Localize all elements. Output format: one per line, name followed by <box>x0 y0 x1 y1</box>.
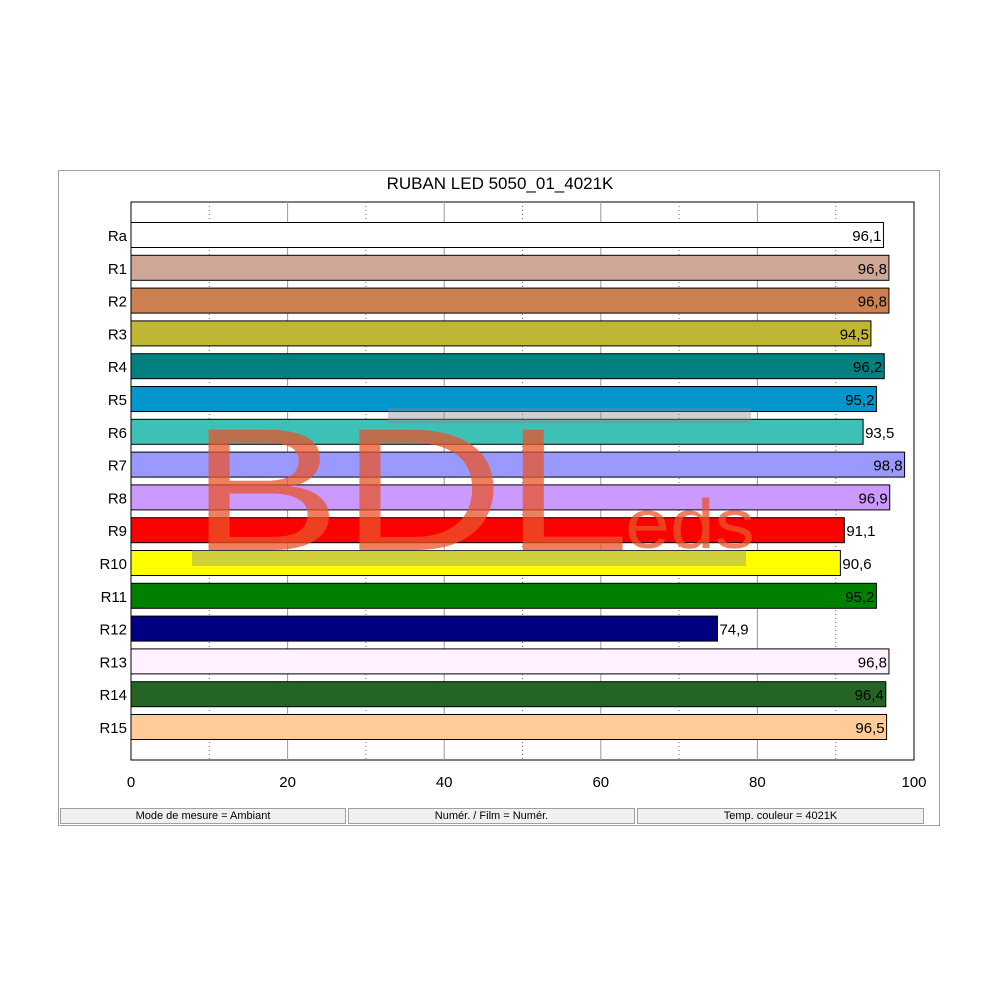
watermark-logo: BDL eds <box>190 393 755 588</box>
category-label-r15: R15 <box>99 720 127 737</box>
status-color-temp: Temp. couleur = 4021K <box>637 808 924 824</box>
category-label-r2: R2 <box>108 294 127 311</box>
category-label-r6: R6 <box>108 425 127 442</box>
bar-r13 <box>130 648 890 675</box>
chart-title: RUBAN LED 5050_01_4021K <box>387 174 614 193</box>
value-label-r6: 93,5 <box>865 425 894 442</box>
bar-r11 <box>130 582 877 609</box>
value-label-r15: 96,5 <box>855 720 884 737</box>
bar-r9 <box>130 517 845 544</box>
x-tick-label: 100 <box>901 774 926 791</box>
bar-r1 <box>130 254 890 281</box>
status-film-mode: Numér. / Film = Numér. <box>348 808 635 824</box>
category-label-r9: R9 <box>108 523 127 540</box>
bar-r3 <box>130 320 872 347</box>
x-tick-label: 80 <box>749 774 766 791</box>
category-label-r13: R13 <box>99 654 127 671</box>
category-labels: Ra R1 R2 R3 R4 R5 R6 R7 R8 R9 R10 R11 R12 R13 R14 R15 <box>99 228 127 737</box>
category-label-r1: R1 <box>108 261 127 278</box>
watermark-text-sub: eds <box>625 485 755 563</box>
value-label-r11: 95,2 <box>845 589 874 606</box>
value-labels: 96,1 96,8 96,8 94,5 96,2 95,2 93,5 98,8 96,9 91,1… <box>719 228 902 737</box>
value-label-r8: 96,9 <box>859 490 888 507</box>
x-tick-label: 20 <box>279 774 296 791</box>
bar-r2 <box>130 287 890 314</box>
value-label-r10: 90,6 <box>842 556 871 573</box>
category-label-r7: R7 <box>108 458 127 475</box>
category-label-r14: R14 <box>99 687 127 704</box>
category-label-r10: R10 <box>99 556 127 573</box>
category-label-r4: R4 <box>108 359 127 376</box>
bar-r8 <box>130 484 891 511</box>
bar-r15 <box>130 714 888 740</box>
x-tick-label: 40 <box>436 774 453 791</box>
watermark-bar-top <box>388 408 751 423</box>
value-label-r7: 98,8 <box>873 458 902 475</box>
category-label-r8: R8 <box>108 490 127 507</box>
value-label-r12: 74,9 <box>719 622 748 639</box>
value-label-r4: 96,2 <box>853 359 882 376</box>
bar-ra <box>130 222 884 248</box>
x-tick-label: 0 <box>127 774 135 791</box>
value-label-ra: 96,1 <box>852 228 881 245</box>
watermark-text-main: BDL <box>190 393 630 588</box>
value-label-r9: 91,1 <box>846 523 875 540</box>
category-label-ra: Ra <box>108 228 128 245</box>
category-label-r5: R5 <box>108 392 127 409</box>
bar-r5 <box>130 386 877 412</box>
value-label-r1: 96,8 <box>858 261 887 278</box>
bars <box>130 222 906 740</box>
x-tick-label: 60 <box>592 774 609 791</box>
category-label-r12: R12 <box>99 622 127 639</box>
category-label-r3: R3 <box>108 326 127 343</box>
value-label-r3: 94,5 <box>840 326 869 343</box>
value-label-r5: 95,2 <box>845 392 874 409</box>
bar-r4 <box>130 353 885 380</box>
x-axis-tick-labels: 0 20 40 60 80 100 <box>127 774 927 791</box>
bar-r10 <box>130 550 841 576</box>
bar-r7 <box>130 451 906 478</box>
category-label-r11: R11 <box>101 589 127 606</box>
bar-r6 <box>130 418 864 445</box>
value-label-r13: 96,8 <box>858 654 887 671</box>
bar-r12 <box>130 615 718 642</box>
bar-r14 <box>130 681 887 708</box>
status-measure-mode: Mode de mesure = Ambiant <box>60 808 346 824</box>
watermark-bar-bottom <box>192 550 746 566</box>
value-label-r14: 96,4 <box>855 687 884 704</box>
value-label-r2: 96,8 <box>858 294 887 311</box>
